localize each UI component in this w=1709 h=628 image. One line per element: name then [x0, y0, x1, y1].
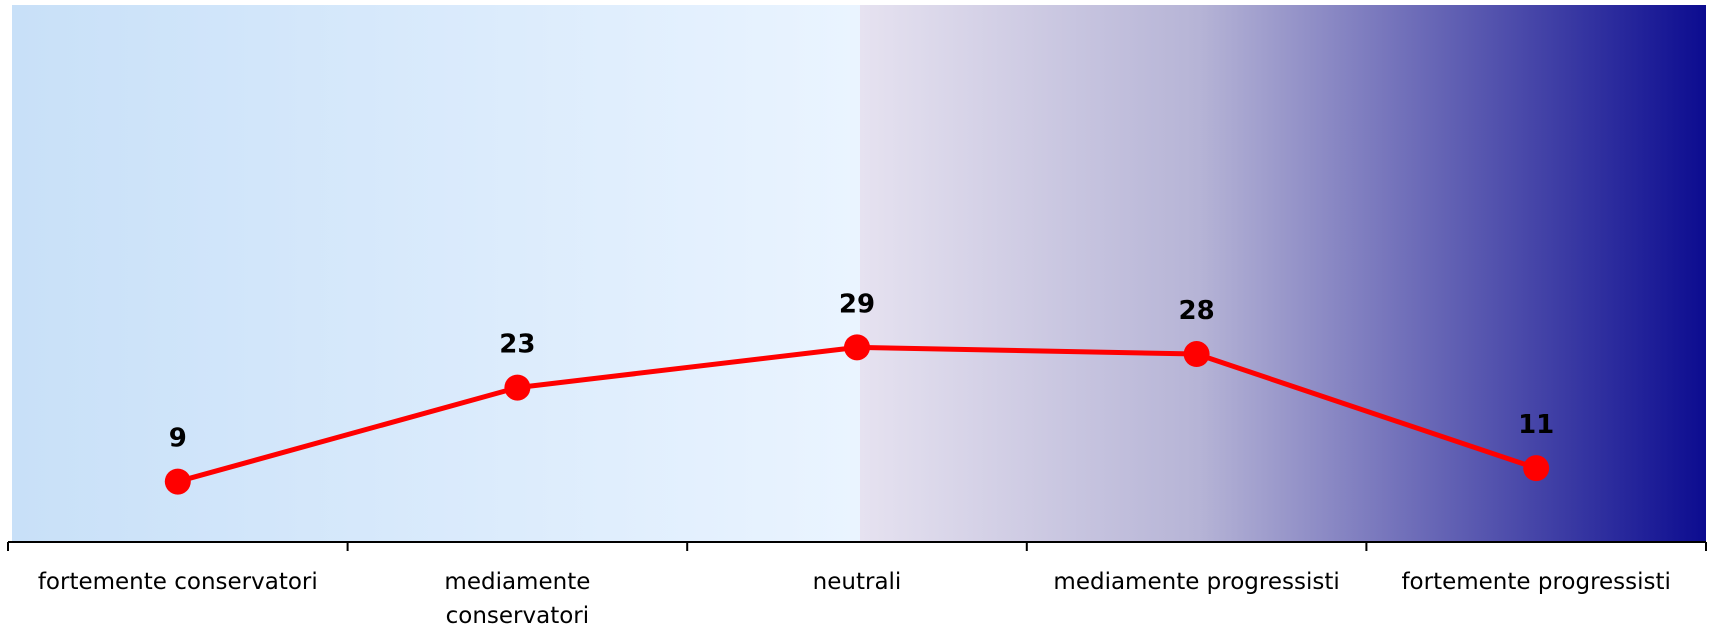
x-tick-label: fortemente conservatori — [38, 569, 318, 595]
data-label: 9 — [169, 424, 187, 454]
x-tick-label: mediamente conservatori — [444, 569, 590, 628]
data-point — [1523, 455, 1550, 482]
data-labels: 9 23 29 28 11 — [169, 289, 1555, 453]
plot-background-right — [860, 5, 1706, 542]
data-point — [164, 468, 191, 495]
data-label: 11 — [1518, 410, 1554, 440]
plot-background-left — [12, 5, 860, 542]
x-tick-label: fortemente progressisti — [1401, 569, 1670, 595]
x-axis-ticks — [7, 542, 1707, 551]
data-point — [1183, 341, 1210, 368]
data-label: 23 — [499, 330, 535, 360]
data-point — [844, 334, 870, 361]
x-tick-label: neutrali — [813, 569, 902, 595]
data-point — [504, 374, 531, 401]
x-axis-tick-labels: fortemente conservatori mediamente conserv… — [38, 569, 1671, 628]
data-label: 28 — [1179, 296, 1215, 326]
x-tick-label: mediamente progressisti — [1053, 569, 1339, 595]
data-label: 29 — [839, 289, 875, 319]
series-markers — [164, 334, 1550, 495]
